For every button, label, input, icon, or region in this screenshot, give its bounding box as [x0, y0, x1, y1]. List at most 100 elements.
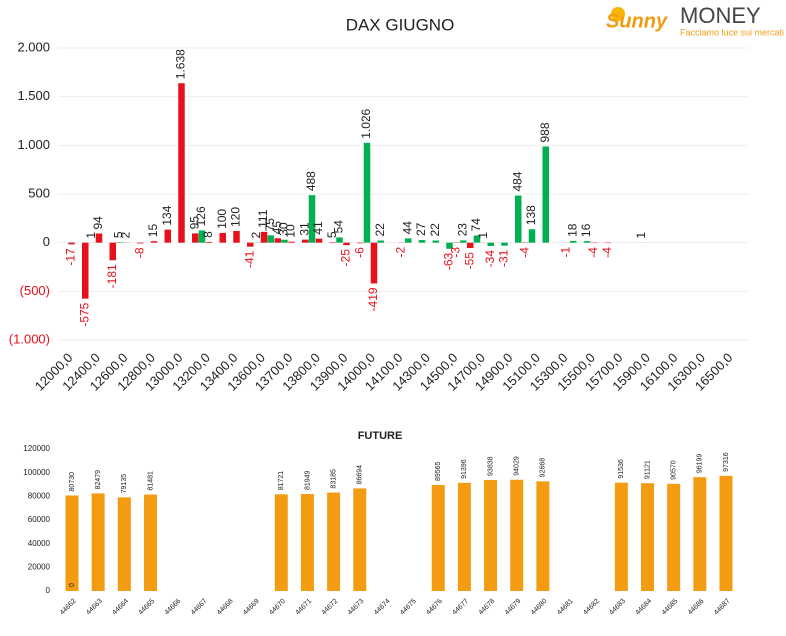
- bar: [431, 485, 445, 591]
- y-tick-label: 80000: [28, 491, 51, 500]
- logo-brand: Sunny: [606, 10, 668, 32]
- bar: [536, 481, 550, 591]
- bar: [515, 195, 522, 243]
- data-label: 45: [270, 221, 284, 235]
- data-label: 80730: [69, 472, 76, 492]
- bar: [446, 242, 453, 249]
- bar: [570, 240, 577, 243]
- data-label: 1: [84, 232, 98, 239]
- x-tick-label: 44669: [242, 598, 261, 617]
- x-tick-label: 44665: [137, 598, 156, 617]
- x-tick-label: 44663: [85, 598, 104, 617]
- x-tick-label: 44678: [478, 598, 497, 617]
- chart-title: FUTURE: [358, 430, 403, 442]
- data-label: 94: [91, 216, 105, 230]
- logo-name: MONEY: [680, 3, 761, 28]
- bar: [91, 493, 105, 591]
- x-tick-label: 44674: [373, 598, 392, 617]
- data-label: -1: [559, 246, 573, 257]
- data-label: 86694: [357, 465, 364, 485]
- bar: [405, 238, 412, 243]
- data-label: 18: [565, 223, 579, 237]
- data-label: -6: [352, 247, 366, 258]
- y-tick-label: 40000: [28, 539, 51, 548]
- x-tick-label: 44679: [504, 598, 523, 617]
- data-label: 96199: [697, 454, 704, 474]
- y-tick-label: 0: [46, 586, 51, 595]
- bar: [247, 242, 254, 247]
- x-tick-label: 44676: [425, 598, 444, 617]
- bar: [363, 142, 371, 243]
- bar: [65, 495, 79, 591]
- bar: [109, 242, 116, 261]
- bar: [377, 240, 384, 243]
- bar: [274, 494, 288, 591]
- bar: [327, 492, 341, 591]
- data-label: 81949: [304, 470, 311, 490]
- y-tick-label: 20000: [28, 562, 51, 571]
- bar: [219, 232, 226, 243]
- y-tick-label: 1.500: [17, 88, 50, 103]
- x-tick-label: 44687: [713, 598, 732, 617]
- bar: [150, 241, 158, 243]
- x-tick-label: 44667: [190, 598, 209, 617]
- data-label: 89565: [435, 461, 442, 481]
- x-tick-label: 44682: [582, 598, 601, 617]
- data-label: 81721: [278, 471, 285, 491]
- x-tick-label: 44671: [294, 598, 313, 617]
- data-label: 1.026: [359, 108, 373, 138]
- data-label: 41: [311, 221, 325, 235]
- y-tick-label: 120000: [23, 444, 50, 453]
- bar: [418, 240, 426, 243]
- x-tick-label: 44668: [216, 598, 235, 617]
- data-label: 31: [297, 222, 311, 236]
- x-tick-label: 44685: [661, 598, 680, 617]
- data-label: 10: [284, 224, 298, 238]
- data-label: 2: [119, 231, 133, 238]
- bar: [353, 488, 367, 591]
- x-tick-label: 44673: [347, 598, 366, 617]
- data-label: -181: [105, 264, 119, 288]
- bar: [510, 479, 524, 591]
- bar: [719, 475, 733, 591]
- bar: [357, 242, 364, 244]
- data-label: 23: [455, 223, 469, 237]
- data-label: -4: [586, 247, 600, 258]
- bar: [693, 477, 707, 591]
- data-label: 138: [524, 205, 538, 225]
- bar: [267, 235, 274, 243]
- bar: [281, 239, 288, 243]
- data-label: 126: [194, 206, 208, 226]
- data-label: 111: [256, 209, 270, 228]
- data-label: 1: [476, 232, 490, 239]
- chart-title: DAX GIUGNO: [346, 15, 455, 34]
- x-tick-label: 44681: [556, 598, 575, 617]
- data-label: 97316: [723, 452, 730, 472]
- data-label: -575: [77, 302, 91, 326]
- bar: [143, 494, 157, 591]
- data-label: 484: [510, 171, 524, 191]
- bar: [473, 235, 481, 243]
- bar: [583, 241, 591, 243]
- x-tick-label: 44666: [164, 598, 183, 617]
- y-tick-label: 2.000: [17, 39, 50, 54]
- bar: [641, 483, 655, 591]
- data-label: -8: [132, 247, 146, 258]
- bar: [260, 231, 268, 243]
- data-label: 22: [428, 223, 442, 237]
- data-label: 2: [249, 231, 263, 238]
- bar: [82, 242, 89, 299]
- data-label: -3: [449, 247, 463, 258]
- y-tick-label: 60000: [28, 515, 51, 524]
- y-tick-label: 500: [28, 185, 50, 200]
- bar: [487, 242, 494, 246]
- y-tick-label: (500): [20, 283, 50, 298]
- data-label: 91121: [644, 460, 651, 479]
- data-label: 1.638: [174, 49, 188, 79]
- data-label: -55: [462, 252, 476, 270]
- data-label: 82479: [95, 470, 102, 490]
- data-label: 90570: [671, 460, 678, 480]
- data-label: -25: [339, 249, 353, 267]
- bar: [137, 242, 144, 244]
